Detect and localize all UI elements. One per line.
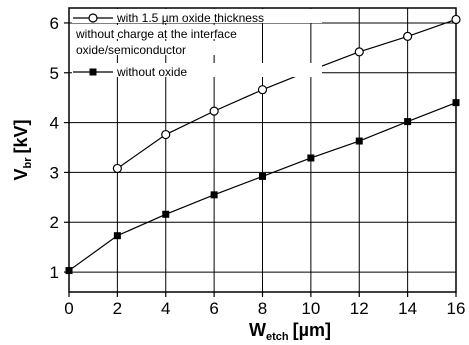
x-tick-label: 8: [258, 299, 267, 318]
x-axis-ticks: 0 2 4 6 8 10 12 14 16: [64, 292, 465, 318]
data-point-1-1: [113, 232, 121, 240]
series-1: [65, 99, 460, 275]
x-tick-label: 6: [209, 299, 218, 318]
data-point-0-3: [257, 85, 268, 95]
data-point-1-3: [210, 191, 218, 199]
legend-marker-1: [89, 68, 97, 76]
data-point-0-6: [403, 31, 413, 42]
legend-item-bg: [72, 63, 322, 77]
x-tick-label: 0: [64, 299, 73, 318]
y-tick-label: 4: [50, 114, 59, 133]
legend-item-1: without oxide: [72, 63, 322, 79]
legend-label-extra: without charge at the interface: [75, 27, 237, 41]
legend-marker-0: [88, 13, 98, 23]
data-point-0-2: [209, 106, 219, 116]
data-point-0-0: [112, 163, 122, 174]
data-point-1-2: [162, 210, 170, 218]
x-tick-label: 2: [113, 299, 122, 318]
y-tick-label: 1: [50, 263, 59, 282]
x-tick-label: 12: [350, 299, 369, 318]
x-tick-label: 4: [161, 299, 170, 318]
legend-label: without oxide: [116, 65, 187, 79]
legend-label: with 1.5 µm oxide thickness: [116, 11, 264, 25]
x-axis-label: Wetch [µm]: [249, 320, 331, 343]
data-point-1-4: [259, 172, 266, 180]
data-point-0-7: [451, 14, 461, 25]
data-point-1-7: [404, 118, 412, 126]
y-axis-label: Vbr[kV]: [11, 119, 34, 180]
legend-item-bg: [72, 41, 262, 55]
data-point-1-8: [452, 99, 460, 107]
legend: with 1.5 µm oxide thickness without charg…: [72, 9, 322, 79]
data-point-1-6: [355, 137, 363, 145]
y-tick-label: 3: [50, 163, 59, 182]
legend-item-bg: [72, 9, 322, 23]
data-point-1-5: [307, 154, 315, 162]
y-tick-label: 6: [50, 14, 59, 33]
series-line-0: [117, 18, 457, 169]
data-point-1-0: [65, 267, 73, 275]
y-tick-label: 2: [50, 213, 59, 232]
legend-label-extra: oxide/semiconductor: [76, 43, 186, 57]
y-axis-ticks: 1 2 3 4 5 6: [50, 14, 69, 282]
x-tick-label: 10: [301, 299, 320, 318]
data-point-0-5: [354, 47, 364, 57]
y-tick-label: 5: [50, 64, 59, 83]
x-tick-label: 16: [447, 299, 466, 318]
data-point-0-1: [161, 129, 171, 140]
legend-item-0: with 1.5 µm oxide thickness without charg…: [72, 9, 322, 57]
x-tick-label: 14: [398, 299, 417, 318]
legend-item-bg: [72, 25, 262, 39]
